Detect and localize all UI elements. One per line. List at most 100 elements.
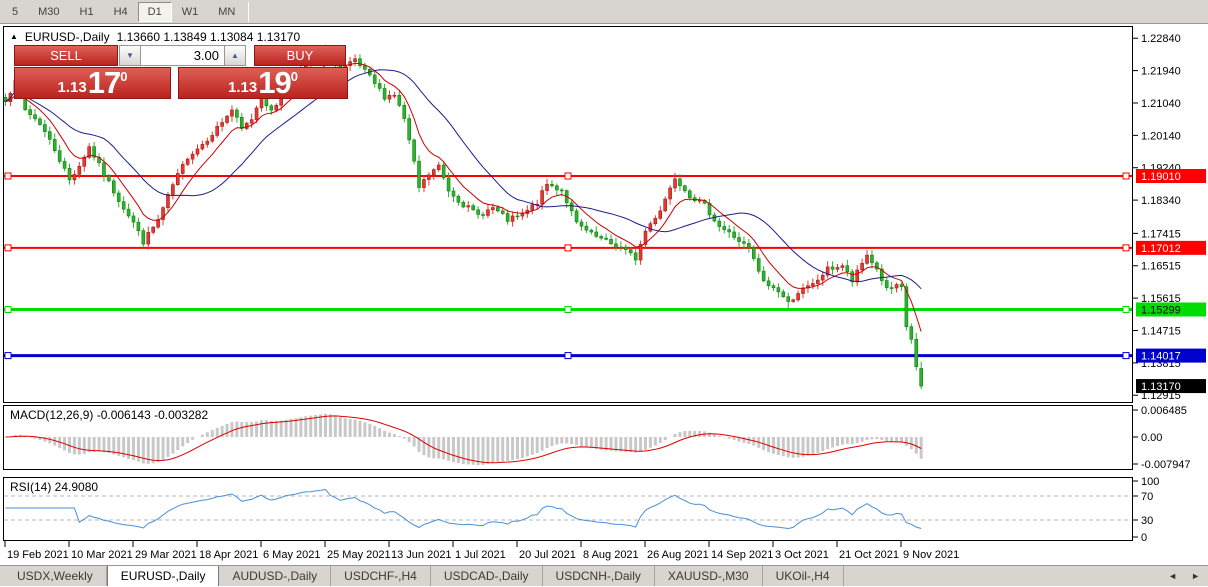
candle: [638, 240, 643, 265]
tab-eurusd-daily[interactable]: EURUSD-,Daily: [106, 566, 220, 586]
tab-usdcad-daily[interactable]: USDCAD-,Daily: [431, 566, 543, 586]
ask-price-pips: 19: [258, 65, 291, 100]
candle: [92, 141, 96, 161]
hline-handle-left[interactable]: [4, 352, 12, 360]
candle: [205, 137, 210, 148]
y-axis-label: 1.15615: [1141, 293, 1181, 305]
rsi-chart-canvas: [4, 489, 1131, 530]
tab-ukoil-h4[interactable]: UKOil-,H4: [763, 566, 844, 586]
hline-handle-left[interactable]: [4, 244, 12, 252]
tab-audusd-daily[interactable]: AUDUSD-,Daily: [219, 566, 332, 586]
candle: [427, 172, 431, 186]
hline-1.19010[interactable]: [4, 172, 1132, 180]
timeframe-button-m30[interactable]: M30: [38, 5, 60, 18]
hline-handle-center[interactable]: [564, 172, 572, 180]
hline-1.17012[interactable]: [4, 244, 1132, 252]
rsi-axis-label: 30: [1141, 515, 1153, 527]
hline-handle-center[interactable]: [564, 305, 572, 313]
hline-handle-right[interactable]: [1122, 172, 1130, 180]
price-tag-1.17012: 1.17012: [1136, 240, 1206, 255]
tab-xauusd-m30[interactable]: XAUUSD-,M30: [655, 566, 763, 586]
price-tag-1.19010-text: 1.19010: [1141, 171, 1181, 183]
ask-price-display[interactable]: 1.13 19 0: [178, 67, 348, 99]
candle: [397, 90, 402, 108]
sell-button[interactable]: SELL: [14, 45, 118, 66]
y-axis-label: 1.21940: [1141, 66, 1181, 78]
fast-ma-line: [5, 62, 922, 332]
hline-handle-right[interactable]: [1122, 352, 1130, 360]
slow-ma-line: [5, 69, 922, 290]
candle: [254, 105, 259, 124]
hline-1.15299[interactable]: [4, 305, 1132, 313]
candle: [668, 185, 672, 205]
candle: [614, 237, 618, 251]
x-axis-label: 20 Jul 2021: [519, 549, 576, 561]
macd-axis-label: -0.007947: [1141, 459, 1191, 471]
candle: [3, 93, 8, 107]
candle: [107, 174, 111, 183]
timeframe-button-w1[interactable]: W1: [181, 5, 199, 18]
candle: [190, 151, 195, 165]
y-axis-label: 1.22840: [1141, 33, 1181, 45]
collapse-trade-panel-icon[interactable]: ▲: [10, 32, 18, 41]
tab-usdcnh-daily[interactable]: USDCNH-,Daily: [543, 566, 655, 586]
timeframe-button-h4[interactable]: H4: [113, 5, 128, 18]
rsi-indicator-pane[interactable]: RSI(14) 24.9080: [3, 477, 1133, 541]
volume-input[interactable]: [141, 45, 224, 66]
macd-label: MACD(12,26,9) -0.006143 -0.003282: [10, 408, 209, 422]
price-tag-1.15299: 1.15299: [1136, 302, 1206, 317]
candle: [815, 274, 820, 290]
timeframe-button-mn[interactable]: MN: [218, 5, 236, 18]
candle: [451, 187, 456, 203]
rsi-line: [5, 489, 922, 530]
candle: [584, 221, 589, 233]
main-chart-pane[interactable]: ▲ EURUSD-,Daily 1.13660 1.13849 1.13084 …: [3, 26, 1133, 403]
scroll-left-button[interactable]: ◄: [1168, 571, 1178, 581]
candle: [200, 140, 205, 151]
candle: [845, 259, 850, 277]
timeframe-button-h1[interactable]: H1: [79, 5, 94, 18]
candle: [909, 323, 914, 344]
macd-chart-canvas: [5, 413, 923, 465]
tab-usdchf-h4[interactable]: USDCHF-,H4: [331, 566, 431, 586]
bid-price-display[interactable]: 1.13 17 0: [14, 67, 171, 99]
candle: [48, 126, 52, 145]
candle: [377, 79, 382, 92]
candle: [589, 228, 594, 235]
hline-handle-left[interactable]: [4, 172, 12, 180]
tab-scroll-controls: ◄ ►: [1168, 566, 1200, 587]
macd-indicator-pane[interactable]: MACD(12,26,9) -0.006143 -0.003282: [3, 405, 1133, 470]
candle: [146, 226, 151, 250]
candle: [240, 112, 244, 132]
candle: [850, 268, 855, 287]
candle: [520, 208, 525, 220]
hline-handle-center[interactable]: [564, 352, 572, 360]
volume-decrease-button[interactable]: ▼: [119, 45, 141, 66]
candle: [97, 153, 101, 167]
timeframe-button-5[interactable]: 5: [12, 5, 19, 18]
volume-increase-button[interactable]: ▲: [224, 45, 246, 66]
candle: [604, 233, 608, 241]
x-axis-label: 13 Jun 2021: [391, 549, 452, 561]
candle: [525, 205, 530, 218]
hline-handle-left[interactable]: [4, 305, 12, 313]
candle: [392, 91, 397, 99]
hline-handle-right[interactable]: [1122, 244, 1130, 252]
candle: [402, 101, 407, 123]
hline-handle-center[interactable]: [564, 244, 572, 252]
candle: [643, 228, 648, 249]
candle: [77, 162, 82, 179]
caret-down-icon: ▼: [126, 51, 134, 60]
timeframe-button-d1[interactable]: D1: [137, 1, 172, 22]
x-axis-label: 18 Apr 2021: [199, 549, 258, 561]
hline-handle-right[interactable]: [1122, 305, 1130, 313]
chart-ohlc-values: 1.13660 1.13849 1.13084 1.13170: [116, 30, 301, 44]
candle: [761, 266, 766, 283]
hline-1.14017[interactable]: [4, 352, 1132, 360]
scroll-right-button[interactable]: ►: [1191, 571, 1200, 581]
x-axis-label: 25 May 2021: [327, 549, 391, 561]
tab-usdx-weekly[interactable]: USDX,Weekly: [4, 566, 107, 586]
ask-price-pipette: 0: [290, 69, 298, 84]
buy-button[interactable]: BUY: [254, 45, 346, 66]
